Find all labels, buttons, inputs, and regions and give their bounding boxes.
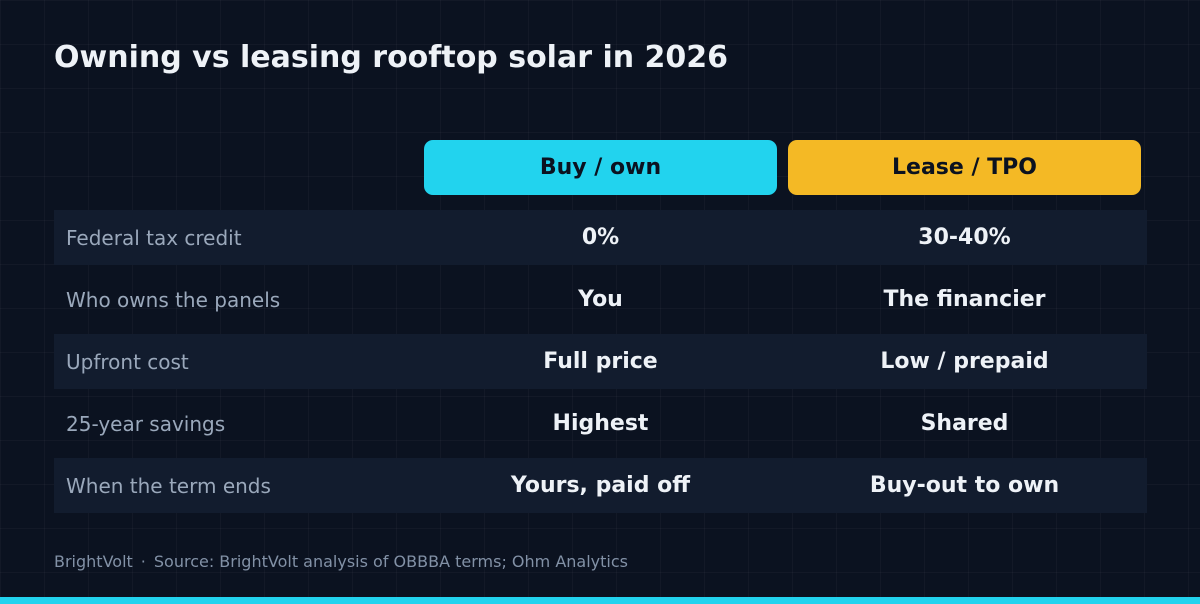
row-label: Who owns the panels [66, 287, 281, 312]
buy-cell: You [578, 287, 623, 312]
column-header-lease: Lease / TPO [788, 140, 1141, 195]
lease-cell: Shared [920, 411, 1009, 436]
lease-cell: 30-40% [918, 225, 1011, 250]
buy-cell: Highest [552, 411, 649, 436]
table-row: Upfront cost Full price Low / prepaid [54, 334, 1147, 389]
table-row: 25-year savings Highest Shared [54, 396, 1147, 451]
lease-cell: Buy-out to own [869, 473, 1060, 498]
footer-separator: · [140, 552, 146, 571]
table-row: When the term ends Yours, paid off Buy-o… [54, 458, 1147, 513]
buy-cell: Full price [543, 349, 658, 374]
accent-bar [0, 597, 1200, 604]
page-title: Owning vs leasing rooftop solar in 2026 [54, 40, 729, 75]
comparison-table: Federal tax credit 0% 30-40% Who owns th… [54, 210, 1147, 520]
row-label: 25-year savings [66, 411, 226, 436]
lease-cell: Low / prepaid [880, 349, 1049, 374]
row-label: Federal tax credit [66, 225, 242, 250]
table-row: Federal tax credit 0% 30-40% [54, 210, 1147, 265]
footer-source-text: Source: BrightVolt analysis of OBBBA ter… [153, 552, 628, 571]
column-header-buy: Buy / own [424, 140, 777, 195]
lease-cell: The financier [883, 287, 1046, 312]
buy-cell: Yours, paid off [510, 473, 691, 498]
row-label: Upfront cost [66, 349, 189, 374]
row-label: When the term ends [66, 473, 271, 498]
footer-brand: BrightVolt [54, 552, 133, 571]
footer-source: BrightVolt · Source: BrightVolt analysis o… [54, 552, 628, 571]
buy-cell: 0% [581, 225, 620, 250]
table-row: Who owns the panels You The financier [54, 272, 1147, 327]
